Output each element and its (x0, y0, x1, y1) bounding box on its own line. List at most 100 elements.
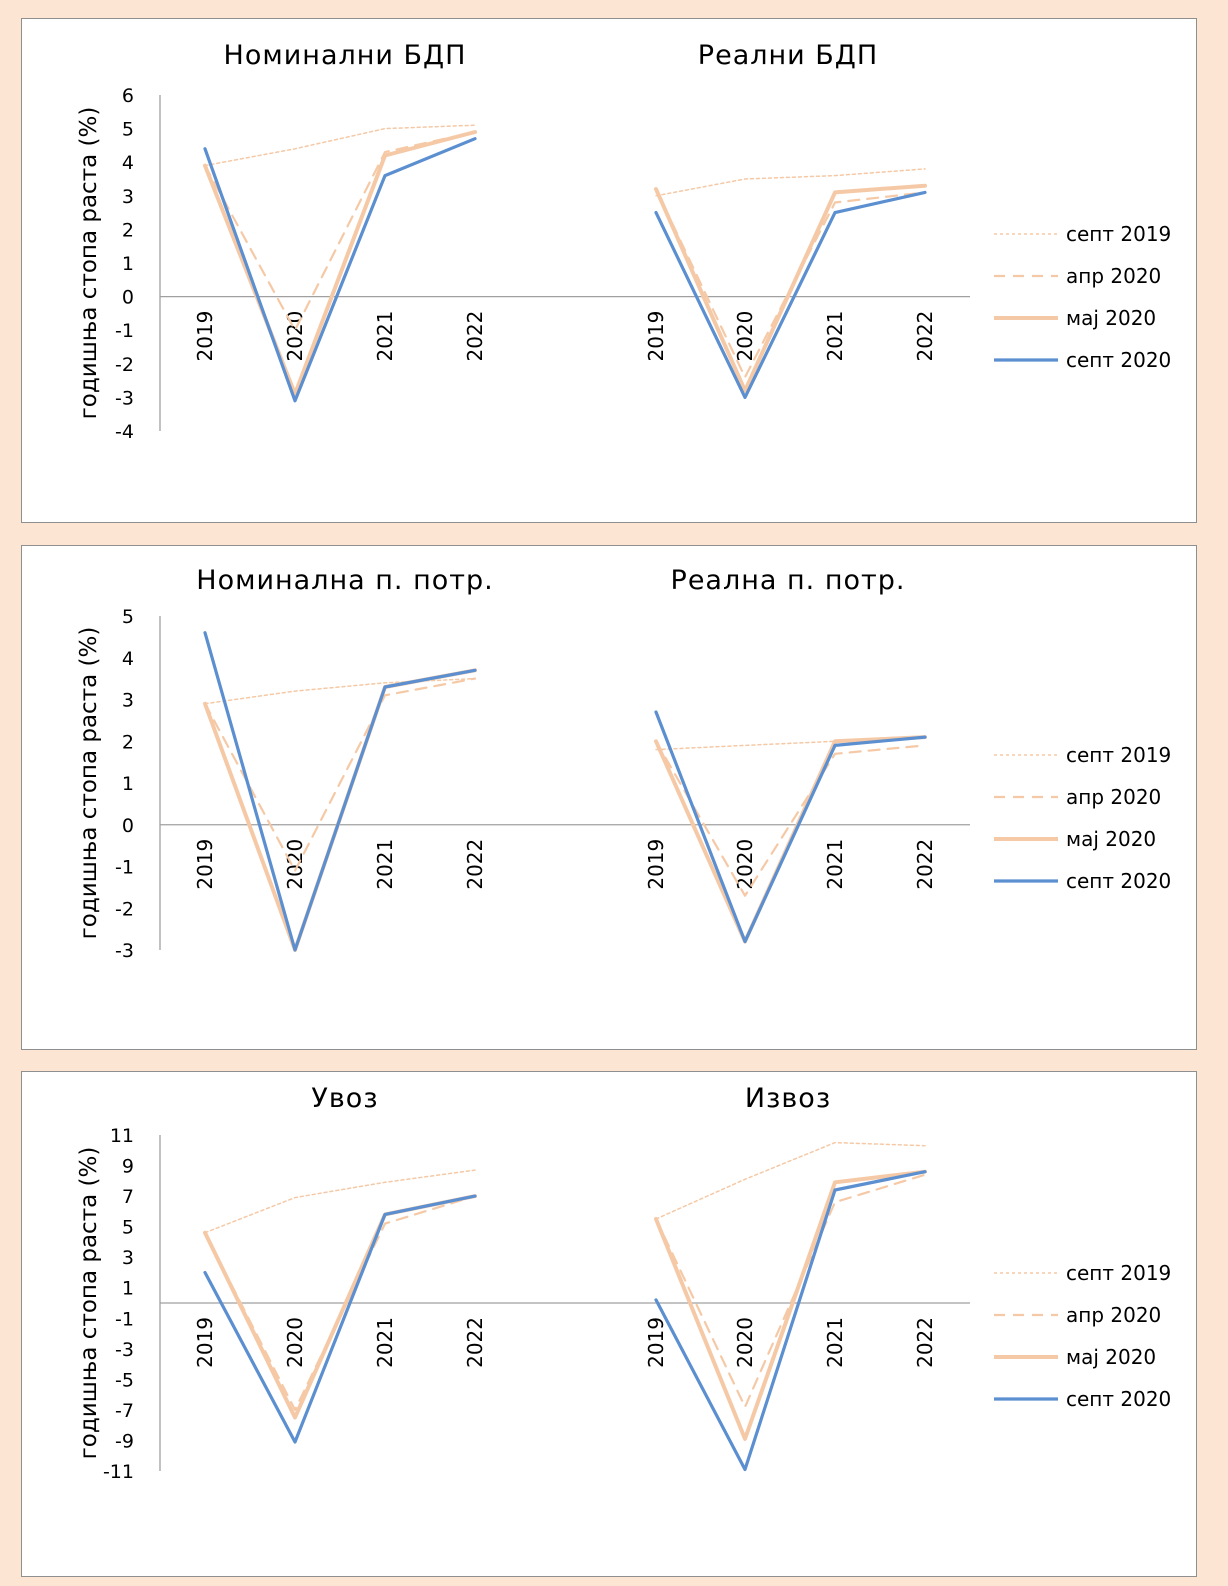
legend-label: септ 2019 (1066, 743, 1171, 767)
y-tick-label: -4 (115, 421, 134, 443)
x-tick-label: 2022 (463, 1317, 487, 1368)
series-line-maj2020 (203, 668, 477, 952)
series-line-apr2020 (654, 740, 927, 897)
y-tick-label: -2 (115, 898, 134, 920)
y-tick-label: -7 (115, 1400, 134, 1422)
y-axis-title: годишња стопа раста (%) (76, 1147, 102, 1460)
x-tick-label: 2022 (913, 311, 937, 362)
series-line-sept2019 (204, 1169, 476, 1234)
y-axis-title: годишња стопа раста (%) (76, 107, 102, 420)
y-tick-label: -11 (103, 1461, 134, 1483)
chart-title: Извоз (745, 1083, 831, 1114)
x-tick-label: 2022 (913, 1317, 937, 1368)
chart-panel-consumption: 5 4 3 2 1 0 -1 -2 -3 годишња стопа раста (%) Номин… (21, 545, 1197, 1050)
y-tick-label: 5 (122, 1217, 134, 1239)
x-tick-label: 2021 (823, 839, 847, 890)
series-line-sept2019 (204, 677, 476, 705)
series-line-sept2020 (654, 190, 927, 399)
series-line-sept2019 (204, 124, 476, 167)
legend-label: мај 2020 (1066, 1345, 1156, 1369)
y-tick-label: 3 (122, 1247, 134, 1269)
y-tick-label: 9 (122, 1156, 134, 1178)
series-line-maj2020 (203, 130, 477, 396)
series-line-sept2020 (203, 631, 477, 952)
legend-label: септ 2020 (1066, 869, 1171, 893)
x-tick-label: 2019 (193, 1317, 217, 1368)
y-tick-label: -9 (115, 1430, 134, 1452)
x-tick-label: 2021 (373, 311, 397, 362)
y-axis-title: годишња стопа раста (%) (76, 627, 102, 940)
chart-title: Увоз (311, 1083, 378, 1114)
x-tick-label: 2019 (644, 1317, 668, 1368)
page-caption-cut (0, 0, 1228, 7)
legend-label: септ 2019 (1066, 1261, 1171, 1285)
chart-panel-trade: 11 9 7 5 3 1 -1 -3 -5 -7 -9 -11 годишња стопа раста … (21, 1071, 1197, 1577)
x-tick-label: 2019 (644, 311, 668, 362)
series-line-sept2019 (655, 168, 926, 197)
y-tick-label: -1 (115, 1308, 134, 1330)
legend-label: апр 2020 (1066, 785, 1161, 809)
legend-label: мај 2020 (1066, 827, 1156, 851)
x-tick-label: 2019 (644, 839, 668, 890)
y-tick-label: 0 (122, 815, 134, 837)
y-tick-label: 2 (122, 219, 134, 241)
y-tick-label: 4 (122, 152, 134, 174)
series-line-sept2020 (203, 1194, 477, 1444)
y-tick-label: -2 (115, 354, 134, 376)
x-tick-label: 2021 (373, 1317, 397, 1368)
chart-consumption-svg: 5 4 3 2 1 0 -1 -2 -3 годишња стопа раста (%) Номин… (76, 565, 1171, 962)
y-tick-label: 1 (122, 1278, 134, 1300)
y-tick-label: 5 (122, 119, 134, 141)
y-tick-label: -5 (115, 1369, 134, 1391)
x-tick-label: 2022 (463, 839, 487, 890)
x-tick-label: 2020 (733, 311, 757, 362)
chart-gdp-svg: 6 5 4 3 2 1 0 -1 -2 -3 -4 годишња стопа раста (%) Но… (76, 40, 1171, 443)
series-line-apr2020 (203, 130, 477, 332)
y-tick-label: 0 (122, 287, 134, 309)
legend-label: мај 2020 (1066, 306, 1156, 330)
chart-title: Реални БДП (698, 40, 878, 71)
y-tick-label: 6 (122, 85, 134, 107)
x-tick-label: 2021 (823, 1317, 847, 1368)
x-tick-label: 2022 (913, 839, 937, 890)
legend-label: апр 2020 (1066, 264, 1161, 288)
series-line-maj2020 (654, 183, 927, 393)
y-tick-label: 3 (122, 690, 134, 712)
y-tick-label: -3 (115, 940, 134, 962)
legend-label: септ 2020 (1066, 1387, 1171, 1411)
series-line-sept2020 (654, 710, 927, 944)
x-tick-label: 2020 (283, 311, 307, 362)
y-tick-label: 3 (122, 186, 134, 208)
y-tick-label: -1 (115, 857, 134, 879)
y-tick-label: 11 (110, 1125, 134, 1147)
x-tick-label: 2020 (283, 839, 307, 890)
y-tick-label: 7 (122, 1186, 134, 1208)
chart-title: Номинална п. потр. (196, 565, 493, 596)
chart-title: Номинални БДП (224, 40, 467, 71)
series-line-maj2020 (654, 1169, 927, 1441)
series-line-sept2019 (655, 1141, 926, 1220)
series-line-sept2020 (654, 1170, 927, 1472)
legend-label: септ 2020 (1066, 348, 1171, 372)
legend-label: септ 2019 (1066, 222, 1171, 246)
legend-label: апр 2020 (1066, 1303, 1161, 1327)
x-tick-label: 2021 (373, 839, 397, 890)
x-tick-label: 2020 (283, 1317, 307, 1368)
series-line-sept2020 (203, 137, 477, 403)
y-tick-label: -3 (115, 387, 134, 409)
series-line-maj2020 (203, 1194, 477, 1420)
series-line-apr2020 (654, 1173, 927, 1408)
y-tick-label: 5 (122, 606, 134, 628)
x-tick-label: 2019 (193, 311, 217, 362)
x-tick-label: 2019 (193, 839, 217, 890)
y-tick-label: 4 (122, 648, 134, 670)
chart-panel-gdp: 6 5 4 3 2 1 0 -1 -2 -3 -4 годишња стопа раста (%) Но… (21, 18, 1197, 523)
chart-title: Реална п. потр. (671, 565, 906, 596)
y-tick-label: -1 (115, 320, 134, 342)
y-tick-label: 1 (122, 773, 134, 795)
y-tick-label: 2 (122, 731, 134, 753)
x-tick-label: 2022 (463, 311, 487, 362)
y-tick-label: 1 (122, 253, 134, 275)
x-tick-label: 2021 (823, 311, 847, 362)
